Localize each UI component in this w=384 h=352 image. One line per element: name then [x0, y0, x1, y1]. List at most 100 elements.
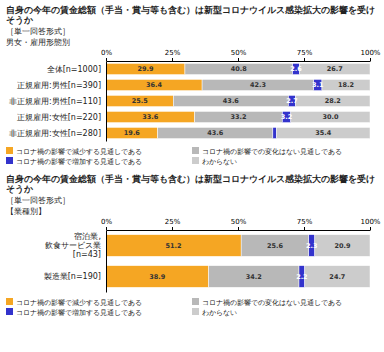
axis-domain — [106, 62, 107, 142]
tick-label: 100% — [360, 49, 380, 57]
tick-label: 75% — [297, 218, 313, 226]
chart: 自身の今年の賃金総額（手当・賞与等も含む）は新型コロナウイルス感染拡大の影響を受… — [6, 174, 381, 317]
subtitle: ［単一回答形式］ — [6, 27, 70, 36]
legend-item: コロナ禍の影響で増加する見通しである — [6, 157, 142, 166]
tick: 50% — [231, 218, 247, 230]
data-label: 28.2 — [325, 97, 341, 105]
tick: 100% — [360, 49, 380, 61]
data-label: 2.7 — [286, 97, 298, 105]
tick: 正規雇用:男性[n=390] — [17, 81, 101, 90]
bar — [106, 95, 173, 106]
legend-item: コロナ禍の影響での変化はない見通しである — [192, 298, 342, 307]
tick-label: 全体[n=1000] — [47, 65, 101, 74]
tick: 製造業[n=190] — [44, 272, 101, 281]
tick: 0% — [101, 218, 112, 230]
data-labels: 29.936.425.533.619.640.842.343.633.243.6… — [124, 65, 354, 137]
bar — [296, 95, 370, 106]
tick: 正規雇用:女性[n=220] — [17, 113, 101, 122]
tick-label: 0% — [101, 218, 112, 226]
bar — [185, 63, 293, 74]
legend-swatch — [192, 308, 199, 315]
bar — [300, 63, 370, 74]
legend-label: コロナ禍の影響で減少する見通しである — [16, 148, 142, 156]
tick-label-line: 非正規雇用:女性[n=280] — [9, 129, 101, 138]
legend-label: コロナ禍の影響での変化はない見通しである — [202, 148, 342, 156]
data-label: 33.6 — [142, 113, 159, 121]
tick-mark — [304, 227, 305, 230]
data-label: 38.9 — [149, 273, 166, 281]
legend-item: わからない — [192, 308, 237, 317]
tick-label-line: 非正規雇用:男性[n=110] — [9, 97, 101, 106]
tick-mark — [106, 227, 107, 230]
tick-mark — [370, 227, 371, 230]
axis-domain — [107, 61, 371, 62]
legend: コロナ禍の影響で減少する見通しである コロナ禍の影響での変化はない見通しであるコロ… — [6, 147, 342, 166]
title-line: そうか — [6, 15, 34, 25]
bar — [322, 79, 370, 90]
bar — [209, 266, 299, 288]
legend: コロナ禍の影響で減少する見通しであるコロナ禍の影響での変化はない見通しであるコロ… — [6, 298, 342, 317]
subtitle: ［単一回答形式］ — [6, 196, 70, 205]
title-line: そうか — [6, 184, 34, 194]
data-label: 3.2 — [281, 113, 293, 121]
legend-label: わからない — [202, 158, 237, 166]
data-label: 34.2 — [246, 273, 262, 281]
tick: 非正規雇用:女性[n=280] — [9, 129, 101, 138]
data-label: 43.6 — [223, 97, 240, 105]
x-axis: 0%25%50%75%100% — [101, 49, 381, 62]
data-label: 51.2 — [166, 242, 182, 250]
tick-label: 非正規雇用:女性[n=280] — [9, 129, 101, 138]
tick: 75% — [297, 218, 313, 230]
axis-label: 男女・雇用形態別 — [6, 38, 70, 47]
bar — [241, 235, 309, 257]
bar — [305, 266, 370, 288]
tick-label: 0% — [101, 49, 112, 57]
data-label: 35.4 — [315, 129, 332, 137]
data-label: 18.2 — [338, 81, 354, 89]
data-labels: 51.238.925.634.22.32.220.924.7 — [149, 242, 351, 281]
legend-swatch — [6, 147, 13, 154]
axis-domain — [107, 230, 371, 231]
bar — [158, 127, 273, 138]
tick-label: 75% — [297, 49, 313, 57]
data-label: 36.4 — [146, 81, 163, 89]
tick-label: 25% — [165, 49, 181, 57]
legend-swatch — [192, 147, 199, 154]
bar — [173, 95, 288, 106]
bar — [291, 111, 370, 122]
legend-swatch — [192, 298, 199, 305]
data-label: 2.6 — [290, 65, 302, 73]
tick-label: 100% — [360, 218, 380, 226]
tick: 100% — [360, 218, 380, 230]
bar — [106, 79, 202, 90]
chart: 自身の今年の賃金総額（手当・賞与等も含む）は新型コロナウイルス感染拡大の影響を受… — [6, 5, 381, 166]
data-label: 20.9 — [334, 242, 351, 250]
legend-item: コロナ禍の影響で減少する見通しである — [6, 147, 142, 156]
legend-swatch — [6, 308, 13, 315]
bar — [315, 235, 370, 257]
tick: 非正規雇用:男性[n=110] — [9, 97, 101, 106]
legend-label: コロナ禍の影響での変化はない見通しである — [202, 299, 342, 307]
legend-item: コロナ禍の影響で減少する見通しである — [6, 298, 142, 307]
data-label: 2.2 — [296, 273, 308, 281]
axis-domain — [106, 231, 107, 293]
tick-label-line: 飲食サービス業 — [45, 241, 101, 250]
title: 自身の今年の賃金総額（手当・賞与等も含む）は新型コロナウイルス感染拡大の影響を受… — [6, 5, 375, 25]
legend-swatch — [192, 157, 199, 164]
data-label: 19.6 — [124, 129, 141, 137]
tick-mark — [172, 227, 173, 230]
legend-label: わからない — [202, 309, 237, 317]
bar — [106, 235, 241, 257]
bars — [106, 63, 370, 138]
bars — [106, 235, 370, 288]
tick-mark — [238, 58, 239, 61]
tick-label-line: 正規雇用:女性[n=220] — [17, 113, 101, 122]
data-label: 29.9 — [137, 65, 154, 73]
tick-mark — [304, 58, 305, 61]
data-label: 33.2 — [231, 113, 247, 121]
legend-swatch — [6, 157, 13, 164]
tick-label-line: [n=43] — [73, 250, 101, 259]
tick-mark — [238, 227, 239, 230]
tick-mark — [172, 58, 173, 61]
tick: 全体[n=1000] — [47, 65, 101, 74]
